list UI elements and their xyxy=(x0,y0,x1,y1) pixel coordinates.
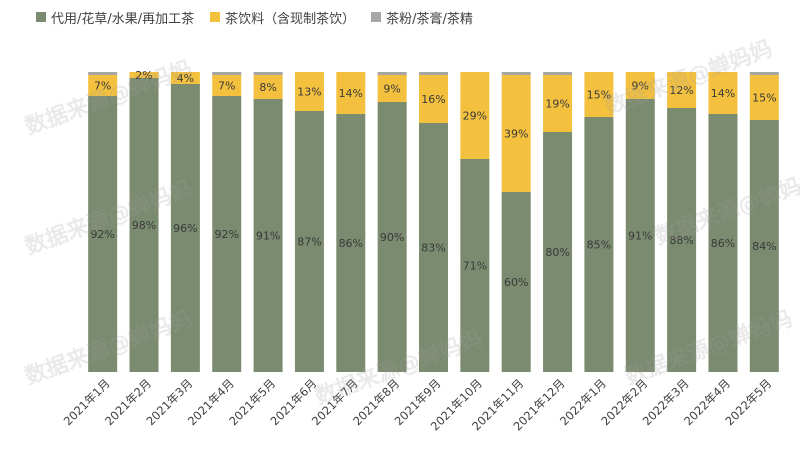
bar-segment-s2 xyxy=(212,72,242,75)
data-label: 13% xyxy=(297,86,321,99)
legend: 代用/花草/水果/再加工茶 茶饮料（含现制茶饮） 茶粉/茶膏/茶精 xyxy=(36,6,489,28)
data-label: 98% xyxy=(132,219,156,232)
data-label: 12% xyxy=(669,84,693,97)
data-label: 14% xyxy=(711,87,735,100)
data-label: 83% xyxy=(421,242,445,255)
data-label: 4% xyxy=(177,72,194,85)
bar-segment-s0 xyxy=(625,99,655,372)
bar-segment-s1 xyxy=(253,75,283,99)
bar-segment-s2 xyxy=(253,72,283,75)
data-label: 87% xyxy=(297,236,321,249)
bar-segment-s0 xyxy=(667,108,697,372)
data-label: 71% xyxy=(463,260,487,273)
legend-item-tea-powder: 茶粉/茶膏/茶精 xyxy=(371,8,473,27)
data-label: 91% xyxy=(628,230,652,243)
data-label: 15% xyxy=(587,89,611,102)
data-label: 15% xyxy=(752,92,776,105)
data-label: 80% xyxy=(545,246,569,259)
bar-segment-s1 xyxy=(625,72,655,99)
data-label: 14% xyxy=(339,87,363,100)
bar-segment-s2 xyxy=(419,72,448,75)
legend-swatch-tea-drinks xyxy=(210,12,221,22)
legend-item-herbal-tea: 代用/花草/水果/再加工茶 xyxy=(36,8,194,27)
legend-label-tea-drinks: 茶饮料（含现制茶饮） xyxy=(225,11,356,27)
bar-segment-s0 xyxy=(501,192,531,372)
bar-segment-s0 xyxy=(129,78,159,372)
bar-segment-s0 xyxy=(584,117,614,372)
data-label: 2% xyxy=(135,69,152,82)
bar-segment-s1 xyxy=(212,75,242,96)
bar-segment-s0 xyxy=(543,132,573,372)
bar-segment-s2 xyxy=(377,72,407,75)
data-label: 86% xyxy=(339,237,363,250)
bar-segment-s0 xyxy=(88,96,118,372)
bar-segment-s1 xyxy=(501,75,531,192)
data-label: 86% xyxy=(711,237,735,250)
bar-segment-s1 xyxy=(584,72,614,117)
legend-swatch-herbal-tea xyxy=(36,12,46,22)
data-label: 7% xyxy=(218,80,235,93)
data-label: 60% xyxy=(504,276,528,289)
bar-segment-s2 xyxy=(543,72,573,75)
legend-item-tea-drinks: 茶饮料（含现制茶饮） xyxy=(210,8,355,27)
bar-segment-s1 xyxy=(708,72,738,114)
bar-segment-s1 xyxy=(294,72,324,111)
bar-segment-s1 xyxy=(170,72,200,84)
data-label: 88% xyxy=(669,234,693,247)
bar-segment-s0 xyxy=(460,159,490,372)
bar-segment-s0 xyxy=(253,99,283,372)
bar-segment-s0 xyxy=(419,123,448,372)
data-label: 92% xyxy=(90,228,114,241)
legend-label-herbal-tea: 代用/花草/水果/再加工茶 xyxy=(51,11,195,27)
data-label: 85% xyxy=(587,239,611,252)
data-label: 9% xyxy=(632,80,649,93)
data-label: 90% xyxy=(380,231,404,244)
bar-segment-s0 xyxy=(749,120,779,372)
bar-segment-s1 xyxy=(419,75,448,123)
legend-label-tea-powder: 茶粉/茶膏/茶精 xyxy=(386,11,473,27)
bar-segment-s1 xyxy=(377,75,407,102)
bar-segment-s1 xyxy=(749,75,779,120)
data-label: 16% xyxy=(421,93,445,106)
bar-segment-s1 xyxy=(129,72,159,78)
data-label: 9% xyxy=(383,83,400,96)
legend-swatch-tea-powder xyxy=(371,12,382,22)
data-label: 91% xyxy=(256,230,280,243)
data-label: 7% xyxy=(94,80,111,93)
bar-segment-s2 xyxy=(88,72,118,75)
data-label: 96% xyxy=(173,222,197,235)
bar-segment-s0 xyxy=(377,102,407,372)
bar-segment-s0 xyxy=(294,111,324,372)
bar-segment-s2 xyxy=(501,72,531,75)
bar-segment-s1 xyxy=(543,75,573,132)
bar-segment-s0 xyxy=(170,84,200,372)
data-label: 8% xyxy=(259,81,276,94)
bar-segment-s2 xyxy=(749,72,779,75)
bar-segment-s1 xyxy=(336,72,366,114)
bar-segment-s0 xyxy=(708,114,738,372)
bar-segment-s1 xyxy=(667,72,697,108)
data-label: 39% xyxy=(504,128,528,141)
data-label: 84% xyxy=(752,240,776,253)
bar-segment-s1 xyxy=(88,75,118,96)
bar-segment-s1 xyxy=(460,72,490,159)
data-label: 92% xyxy=(215,228,239,241)
data-label: 19% xyxy=(545,98,569,111)
bar-segment-s0 xyxy=(212,96,242,372)
data-label: 29% xyxy=(463,110,487,123)
bar-segment-s0 xyxy=(336,114,366,372)
